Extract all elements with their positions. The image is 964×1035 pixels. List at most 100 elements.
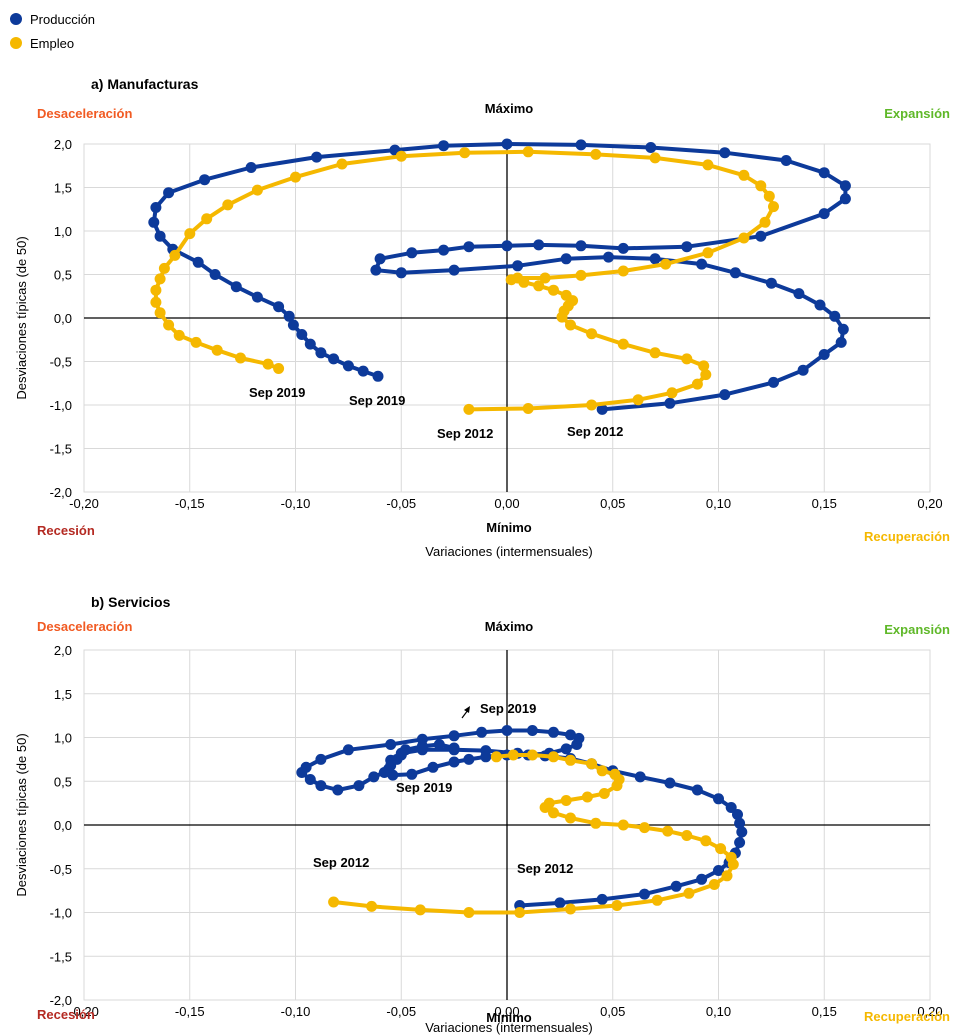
data-point-empleo: [639, 822, 650, 834]
y-tick-label: -1,0: [50, 906, 72, 921]
data-point-empleo: [617, 265, 629, 277]
data-point-produccion: [387, 769, 399, 781]
label-desaceleracion-b: Desaceleración: [37, 619, 132, 634]
data-point-empleo: [651, 894, 663, 906]
data-point-produccion: [713, 793, 724, 805]
data-point-produccion: [664, 777, 676, 789]
data-point-empleo: [543, 797, 555, 809]
data-point-produccion: [287, 319, 299, 331]
data-point-empleo: [290, 171, 301, 183]
data-point-produccion: [199, 174, 211, 186]
x-tick-label: 0,10: [706, 1004, 731, 1019]
data-point-empleo: [533, 280, 545, 292]
data-point-empleo: [666, 387, 678, 399]
data-point-empleo: [548, 284, 559, 296]
data-point-empleo: [759, 216, 771, 228]
data-point-empleo: [617, 819, 629, 831]
data-point-produccion: [370, 264, 382, 276]
data-point-produccion: [357, 365, 369, 377]
x-tick-label: 0,00: [494, 1004, 519, 1019]
data-point-empleo: [548, 807, 559, 819]
chart-title-manufacturas: a) Manufacturas: [91, 76, 199, 92]
data-point-produccion: [385, 739, 397, 750]
data-point-empleo: [715, 843, 727, 855]
data-point-empleo: [649, 347, 661, 359]
data-point-empleo: [565, 319, 576, 331]
data-point-produccion: [719, 389, 731, 401]
data-point-empleo: [190, 336, 202, 348]
data-point-empleo: [169, 249, 181, 261]
data-point-produccion: [575, 139, 587, 151]
y-tick-label: 0,0: [54, 311, 72, 326]
data-point-produccion: [573, 732, 585, 744]
data-point-empleo: [154, 307, 166, 319]
data-point-produccion: [480, 751, 492, 763]
data-point-empleo: [565, 903, 576, 915]
data-point-empleo: [539, 272, 551, 284]
x-tick-label: -0,10: [281, 1004, 311, 1019]
data-point-produccion: [765, 277, 777, 289]
data-point-produccion: [283, 310, 295, 322]
legend-label-produccion: Producción: [30, 12, 95, 27]
data-point-produccion: [560, 743, 572, 755]
data-point-empleo: [738, 169, 750, 181]
data-point-empleo: [609, 768, 621, 780]
x-tick-label: 0,00: [494, 496, 519, 511]
data-point-produccion: [829, 310, 841, 322]
series-line-produccion: [151, 142, 848, 412]
data-point-empleo: [163, 319, 175, 331]
data-point-empleo: [459, 147, 471, 159]
data-point-produccion: [780, 155, 792, 166]
data-point-empleo: [173, 329, 185, 341]
data-point-produccion: [719, 147, 731, 159]
data-point-produccion: [353, 780, 365, 792]
data-point-empleo: [507, 749, 519, 761]
data-point-produccion: [501, 725, 513, 736]
data-point-produccion: [835, 336, 847, 348]
data-point-empleo: [512, 272, 524, 284]
data-point-produccion: [797, 364, 809, 376]
data-point-produccion: [463, 241, 475, 253]
data-point-produccion: [533, 239, 545, 251]
data-point-produccion: [670, 880, 682, 892]
data-point-empleo: [768, 201, 779, 213]
data-point-empleo: [611, 900, 623, 911]
data-point-empleo: [211, 344, 223, 356]
data-point-empleo: [681, 830, 693, 841]
data-point-produccion: [448, 742, 460, 754]
data-point-empleo: [414, 904, 426, 916]
x-tick-label: 0,20: [917, 496, 942, 511]
data-point-empleo: [336, 158, 348, 170]
data-point-empleo: [708, 879, 720, 890]
data-point-produccion: [691, 784, 703, 796]
y-tick-label: 2,0: [54, 137, 72, 152]
x-tick-label: -0,05: [386, 1004, 416, 1019]
chart-manufacturas: a) Manufacturas Desaceleración Máximo Ex…: [14, 76, 950, 559]
data-point-empleo: [522, 146, 534, 158]
data-point-produccion: [501, 240, 513, 252]
data-point-produccion: [150, 202, 162, 213]
data-point-produccion: [273, 301, 285, 313]
data-point-empleo: [366, 900, 378, 912]
data-point-produccion: [304, 338, 316, 350]
data-point-empleo: [586, 758, 598, 770]
data-point-produccion: [548, 726, 559, 738]
data-point-empleo: [548, 751, 559, 763]
y-tick-label: 0,0: [54, 818, 72, 833]
y-tick-label: -0,5: [50, 355, 72, 370]
y-tick-label: -2,0: [50, 485, 72, 500]
data-point-empleo: [586, 399, 598, 411]
annotation-sep2019-produccion-a: Sep 2019: [349, 393, 405, 408]
label-minimo-b: Mínimo: [486, 1010, 532, 1025]
label-maximo-b: Máximo: [485, 619, 533, 634]
data-point-produccion: [734, 817, 746, 829]
x-axis-title-servicios: Variaciones (intermensuales): [425, 1020, 592, 1035]
y-tick-label: 1,0: [54, 731, 72, 746]
data-point-empleo: [738, 232, 750, 244]
x-tick-label: 0,20: [917, 1004, 942, 1019]
data-point-empleo: [490, 751, 502, 763]
data-point-empleo: [683, 887, 695, 899]
data-point-empleo: [681, 353, 693, 365]
data-point-produccion: [372, 370, 384, 382]
data-point-produccion: [148, 216, 160, 228]
